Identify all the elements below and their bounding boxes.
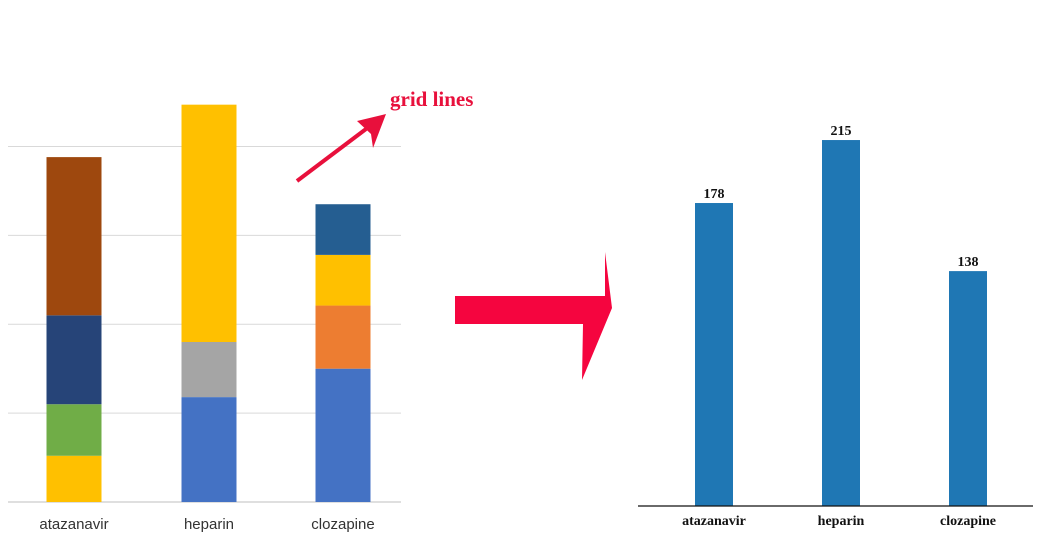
x-tick-label: heparin [184,516,234,533]
stacked-bar-segment-clozapine-5 [315,305,371,369]
bar-heparin [822,140,860,507]
annotation-arrow-icon [295,114,386,183]
bar-atazanavir [695,203,733,506]
stacked-bar-chart: atazanavir heparin clozapine [8,104,401,533]
x-tick-label: atazanavir [39,516,108,533]
stacked-bar-segment-clozapine-2 [315,368,371,502]
x-tick-label: clozapine [940,514,996,529]
x-tick-label: atazanavir [682,514,746,529]
bar-clozapine [949,271,987,506]
stacked-bar-segment-heparin-2 [181,397,237,502]
x-tick-label: clozapine [311,516,374,533]
data-label-atazanavir: 178 [704,187,725,202]
transform-arrow-icon [455,252,612,380]
grid-lines-annotation: grid lines [390,87,473,111]
stacked-bar-segment-heparin-4 [181,342,237,398]
stacked-bar-segment-atazanavir-3 [46,404,102,456]
data-label-heparin: 215 [831,124,852,139]
stacked-bar-segment-heparin-7 [181,104,237,343]
data-label-clozapine: 138 [958,255,979,270]
stacked-bar-segment-atazanavir-8 [46,157,102,316]
simple-bar-chart: 178 atazanavir 215 heparin 138 clozapine [638,124,1033,529]
x-tick-label: heparin [818,514,865,529]
stacked-bar-segment-clozapine-7 [315,254,371,306]
stacked-bar-segment-atazanavir-6 [46,315,102,405]
stacked-bar-segment-atazanavir-1 [46,455,102,502]
stacked-bar-segment-clozapine-9 [315,204,371,255]
